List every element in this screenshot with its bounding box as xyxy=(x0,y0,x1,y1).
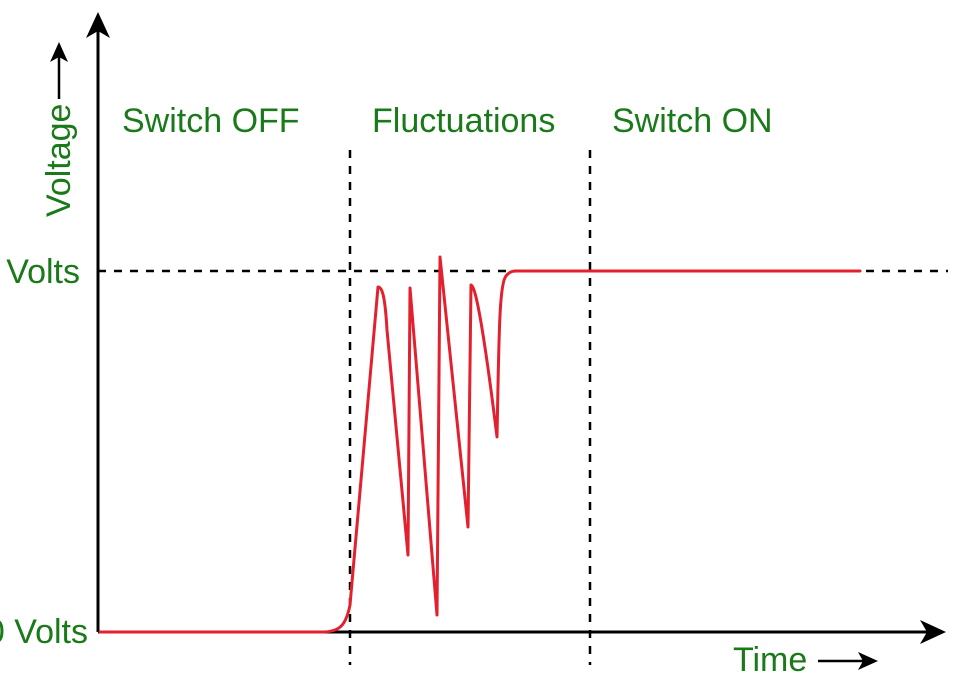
region-label-fluctuations: Fluctuations xyxy=(372,102,555,140)
region-label-switch-off: Switch OFF xyxy=(122,102,300,140)
region-label-switch-on: Switch ON xyxy=(612,102,773,140)
y-axis-title: Voltage xyxy=(40,42,78,217)
x-axis-label: Time xyxy=(733,641,807,679)
voltage-signal xyxy=(98,255,862,634)
y-low-label: 0 Volts xyxy=(0,613,88,651)
y-high-label: Volts xyxy=(6,253,80,291)
x-axis-title: Time xyxy=(733,641,878,679)
y-axis xyxy=(86,12,110,632)
y-axis-label: Voltage xyxy=(40,104,78,217)
